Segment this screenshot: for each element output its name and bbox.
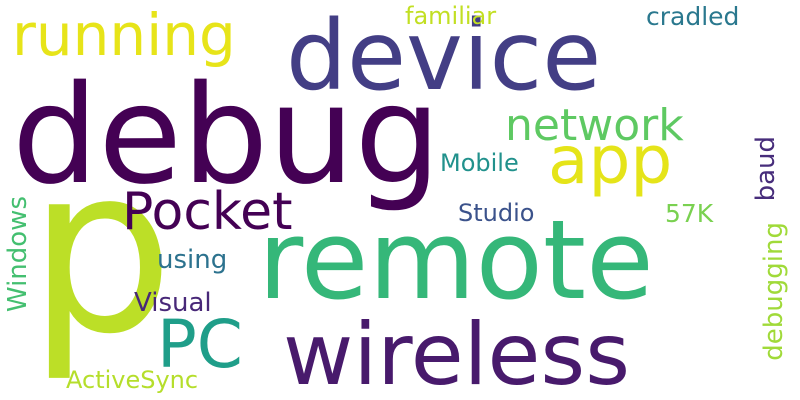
word-cradled: cradled (646, 2, 740, 31)
word-familiar: familiar (405, 2, 497, 30)
word-remote: remote (258, 196, 654, 324)
word-studio: Studio (458, 199, 535, 227)
word-wireless: wireless (283, 305, 631, 400)
word-visual: Visual (134, 288, 212, 318)
word-mobile: Mobile (440, 149, 519, 177)
word-baud: baud (751, 136, 781, 202)
word-57k: 57K (665, 199, 714, 228)
word-network: network (505, 100, 684, 151)
word-activesync: ActiveSync (66, 366, 199, 394)
word-debug: debug (12, 57, 441, 215)
word-pocket: Pocket (122, 182, 293, 242)
word-p: p (28, 118, 174, 385)
word-using: using (157, 245, 228, 275)
word-app: app (548, 122, 673, 199)
word-device: device (286, 0, 602, 112)
word-running: running (12, 1, 236, 69)
word-debugging: debugging (759, 222, 789, 361)
word-pc: PC (157, 306, 243, 383)
word-windows: Windows (3, 196, 33, 313)
